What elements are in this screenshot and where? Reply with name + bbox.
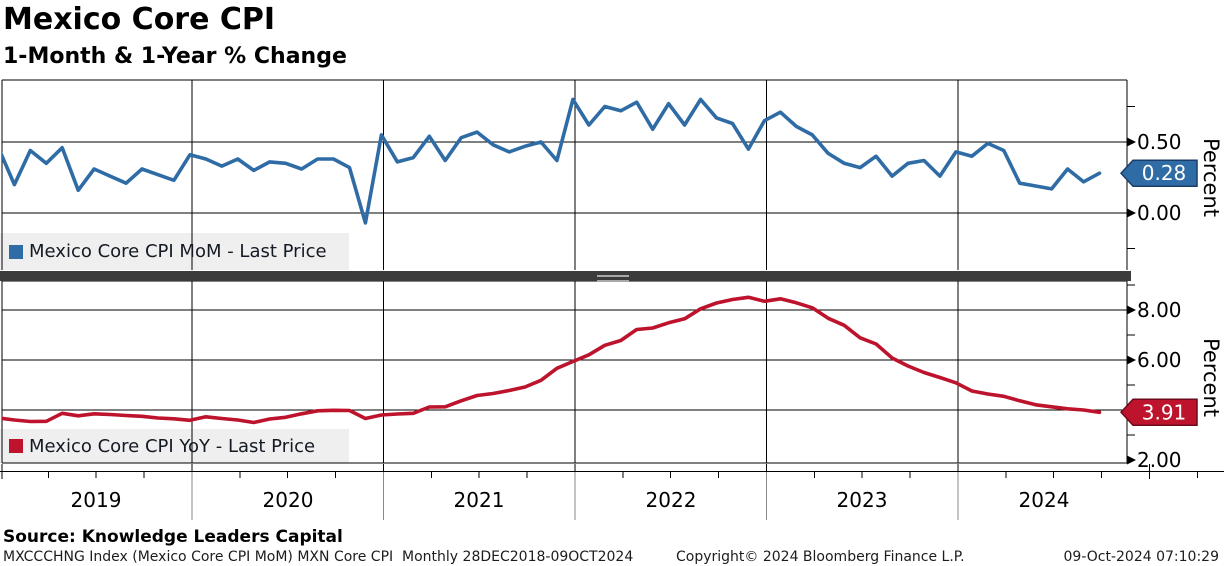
gridlines — [2, 80, 1127, 463]
legend-item-yoy[interactable]: Mexico Core CPI YoY - Last Price — [0, 429, 315, 463]
yoy-ytick-200: 2.00 — [1137, 448, 1182, 472]
mom-line-series-group — [2, 97, 1102, 225]
xtick-2020: 2020 — [262, 488, 314, 512]
page-subtitle: 1-Month & 1-Year % Change — [3, 44, 347, 69]
copyright-notice: Copyright© 2024 Bloomberg Finance L.P. — [676, 549, 965, 565]
mom-legend-swatch-icon — [9, 244, 23, 259]
y-major-tick-arrow — [1127, 455, 1136, 465]
mom-ytick-000: 0.00 — [1137, 201, 1182, 225]
yoy-ytick-800: 8.00 — [1137, 298, 1182, 322]
last-price-tag-mom-shape — [1119, 159, 1198, 187]
last-price-tag-yoy-value: 3.91 — [1142, 400, 1187, 424]
year-label-separators — [191, 472, 959, 520]
yoy-legend-label: Mexico Core CPI YoY - Last Price — [29, 435, 316, 457]
xtick-2023: 2023 — [836, 488, 888, 512]
panel-resize-handle-icon[interactable] — [597, 274, 629, 282]
mom-axis-title: Percent — [1199, 138, 1223, 218]
page-title: Mexico Core CPI — [3, 2, 276, 37]
yoy-ytick-600: 6.00 — [1137, 348, 1182, 372]
xtick-2019: 2019 — [70, 488, 122, 512]
plot-frames — [1, 79, 1128, 464]
source-line: Source: Knowledge Leaders Capital — [3, 527, 343, 547]
yoy-line-series-group — [2, 295, 1102, 425]
yoy-legend-swatch-icon — [9, 439, 23, 453]
security-description: MXCCCHNG Index (Mexico Core CPI MoM) MXN… — [3, 549, 634, 565]
y-major-tick-arrow — [1127, 208, 1136, 218]
panel-separator-bar — [0, 271, 1131, 281]
last-price-tag-mom-value: 0.28 — [1142, 161, 1187, 185]
timestamp: 09-Oct-2024 07:10:29 — [1063, 549, 1219, 565]
y-major-tick-arrow — [1127, 355, 1136, 365]
last-price-tag-yoy-shape — [1119, 398, 1198, 426]
xtick-2022: 2022 — [645, 488, 697, 512]
mom-ytick-050: 0.50 — [1137, 130, 1182, 154]
legend-background-yoy — [0, 429, 349, 463]
mom-line-series — [2, 97, 1102, 225]
legend-item-mom[interactable]: Mexico Core CPI MoM - Last Price — [0, 233, 327, 270]
mom-legend-label: Mexico Core CPI MoM - Last Price — [29, 241, 327, 262]
xtick-2024: 2024 — [1018, 488, 1070, 512]
legend-background-mom — [0, 233, 349, 270]
yoy-line-series — [2, 295, 1102, 425]
last-price-tag-mom: 0.28 — [1119, 159, 1198, 187]
last-price-tag-yoy: 3.91 — [1119, 398, 1198, 426]
y-major-tick-arrow — [1127, 137, 1136, 147]
y-major-tick-arrow — [1127, 305, 1136, 315]
yoy-axis-title: Percent — [1199, 338, 1223, 418]
xtick-2021: 2021 — [453, 488, 505, 512]
x-axis — [0, 464, 1224, 479]
y-axis-bottom — [1127, 284, 1136, 465]
